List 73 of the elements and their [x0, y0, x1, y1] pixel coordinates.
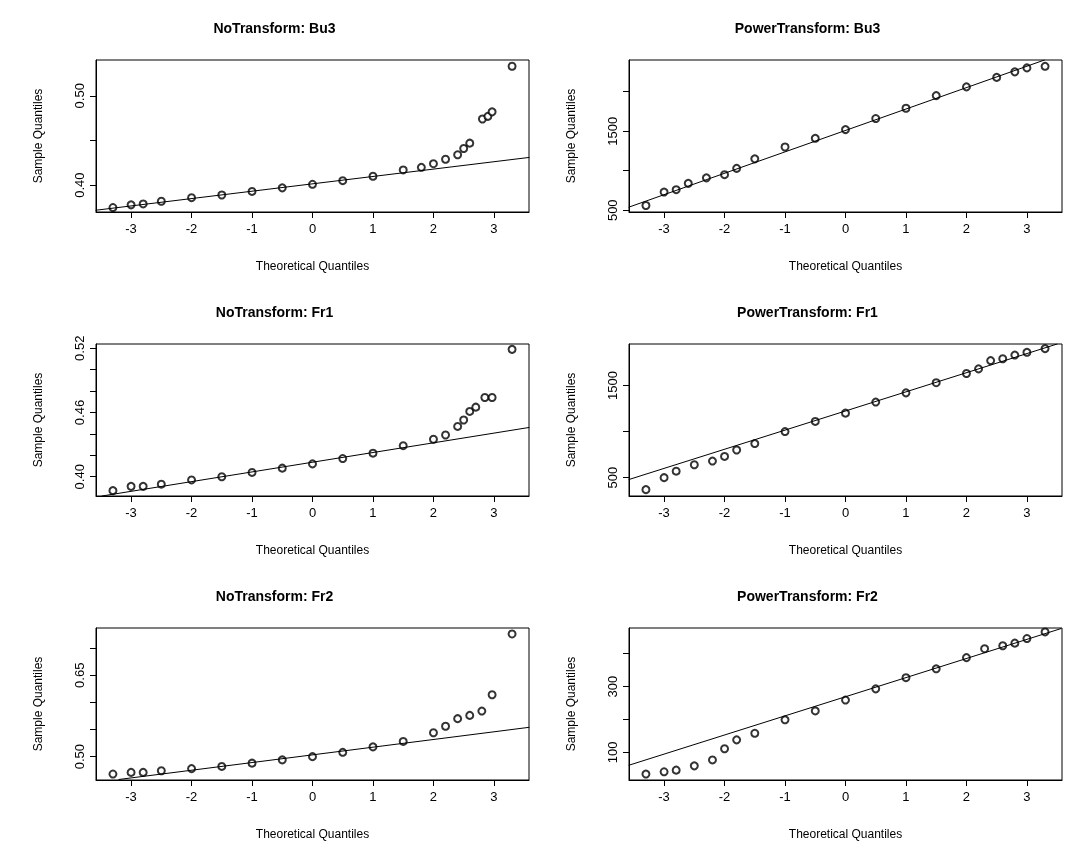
- y-axis-title: Sample Quantiles: [31, 88, 45, 184]
- x-tick-label: 2: [429, 505, 438, 520]
- chart-title: PowerTransform: Bu3: [734, 20, 881, 36]
- x-tick-label: -1: [779, 789, 791, 804]
- x-tick-label: -1: [779, 505, 791, 520]
- y-tick-label: 0.65: [72, 662, 87, 688]
- y-axis-title: Sample Quantiles: [564, 88, 578, 184]
- x-tick-label: -1: [246, 505, 258, 520]
- x-tick-label: 0: [308, 789, 317, 804]
- x-axis-title: Theoretical Quantiles: [255, 543, 370, 557]
- x-tick-label: 2: [429, 789, 438, 804]
- x-axis-title: Theoretical Quantiles: [255, 827, 370, 841]
- x-tick-label: 2: [962, 221, 971, 236]
- x-tick-label: 3: [490, 505, 498, 520]
- x-tick-label: -3: [658, 505, 670, 520]
- x-tick-label: 1: [902, 789, 910, 804]
- x-tick-label: -2: [718, 505, 731, 520]
- y-tick-label: 500: [605, 199, 620, 222]
- x-tick-label: -3: [658, 221, 670, 236]
- x-tick-label: 0: [308, 505, 317, 520]
- x-tick-label: 3: [490, 221, 498, 236]
- x-tick-label: 1: [902, 221, 910, 236]
- x-tick-label: -3: [125, 505, 137, 520]
- x-tick-label: -1: [246, 221, 258, 236]
- chart-title: NoTransform: Fr2: [215, 588, 334, 604]
- x-tick-label: 2: [962, 789, 971, 804]
- x-tick-label: 2: [962, 505, 971, 520]
- x-tick-label: -2: [185, 221, 198, 236]
- chart-title: PowerTransform: Fr2: [737, 588, 879, 604]
- x-tick-label: 0: [841, 789, 850, 804]
- chart-title: PowerTransform: Fr1: [737, 304, 879, 320]
- chart-title: NoTransform: Bu3: [213, 20, 336, 36]
- x-tick-label: 0: [308, 221, 317, 236]
- x-axis-title: Theoretical Quantiles: [788, 827, 903, 841]
- x-tick-label: -2: [718, 789, 731, 804]
- x-tick-label: -2: [718, 221, 731, 236]
- x-tick-label: 0: [841, 505, 850, 520]
- x-tick-label: 2: [429, 221, 438, 236]
- y-tick-label: 1500: [605, 116, 620, 146]
- x-tick-label: 1: [369, 505, 377, 520]
- x-tick-label: 1: [902, 505, 910, 520]
- chart-title: NoTransform: Fr1: [215, 304, 334, 320]
- y-tick-label: 0.40: [72, 172, 87, 198]
- x-tick-label: 0: [841, 221, 850, 236]
- x-tick-label: 3: [1023, 221, 1031, 236]
- y-tick-label: 0.52: [72, 335, 87, 361]
- y-tick-label: 0.40: [72, 464, 87, 490]
- x-tick-label: -1: [779, 221, 791, 236]
- x-tick-label: 3: [1023, 505, 1031, 520]
- y-axis-title: Sample Quantiles: [31, 656, 45, 752]
- x-tick-label: 1: [369, 221, 377, 236]
- x-axis-title: Theoretical Quantiles: [788, 259, 903, 273]
- x-tick-label: -3: [658, 789, 670, 804]
- x-axis-title: Theoretical Quantiles: [788, 543, 903, 557]
- x-tick-label: 3: [1023, 789, 1031, 804]
- x-tick-label: -2: [185, 505, 198, 520]
- x-tick-label: -3: [125, 789, 137, 804]
- x-axis-title: Theoretical Quantiles: [255, 259, 370, 273]
- y-tick-label: 0.46: [72, 399, 87, 426]
- y-tick-label: 100: [605, 741, 620, 764]
- x-tick-label: -3: [125, 221, 137, 236]
- y-axis-title: Sample Quantiles: [564, 656, 578, 752]
- y-axis-title: Sample Quantiles: [564, 372, 578, 468]
- y-tick-label: 1500: [605, 371, 620, 400]
- y-tick-label: 0.50: [72, 744, 87, 770]
- x-tick-label: -2: [185, 789, 198, 804]
- y-tick-label: 500: [605, 466, 620, 489]
- y-tick-label: 0.50: [72, 83, 87, 109]
- y-tick-label: 300: [605, 675, 620, 698]
- x-tick-label: 3: [490, 789, 498, 804]
- x-tick-label: -1: [246, 789, 258, 804]
- x-tick-label: 1: [369, 789, 377, 804]
- y-axis-title: Sample Quantiles: [31, 372, 45, 468]
